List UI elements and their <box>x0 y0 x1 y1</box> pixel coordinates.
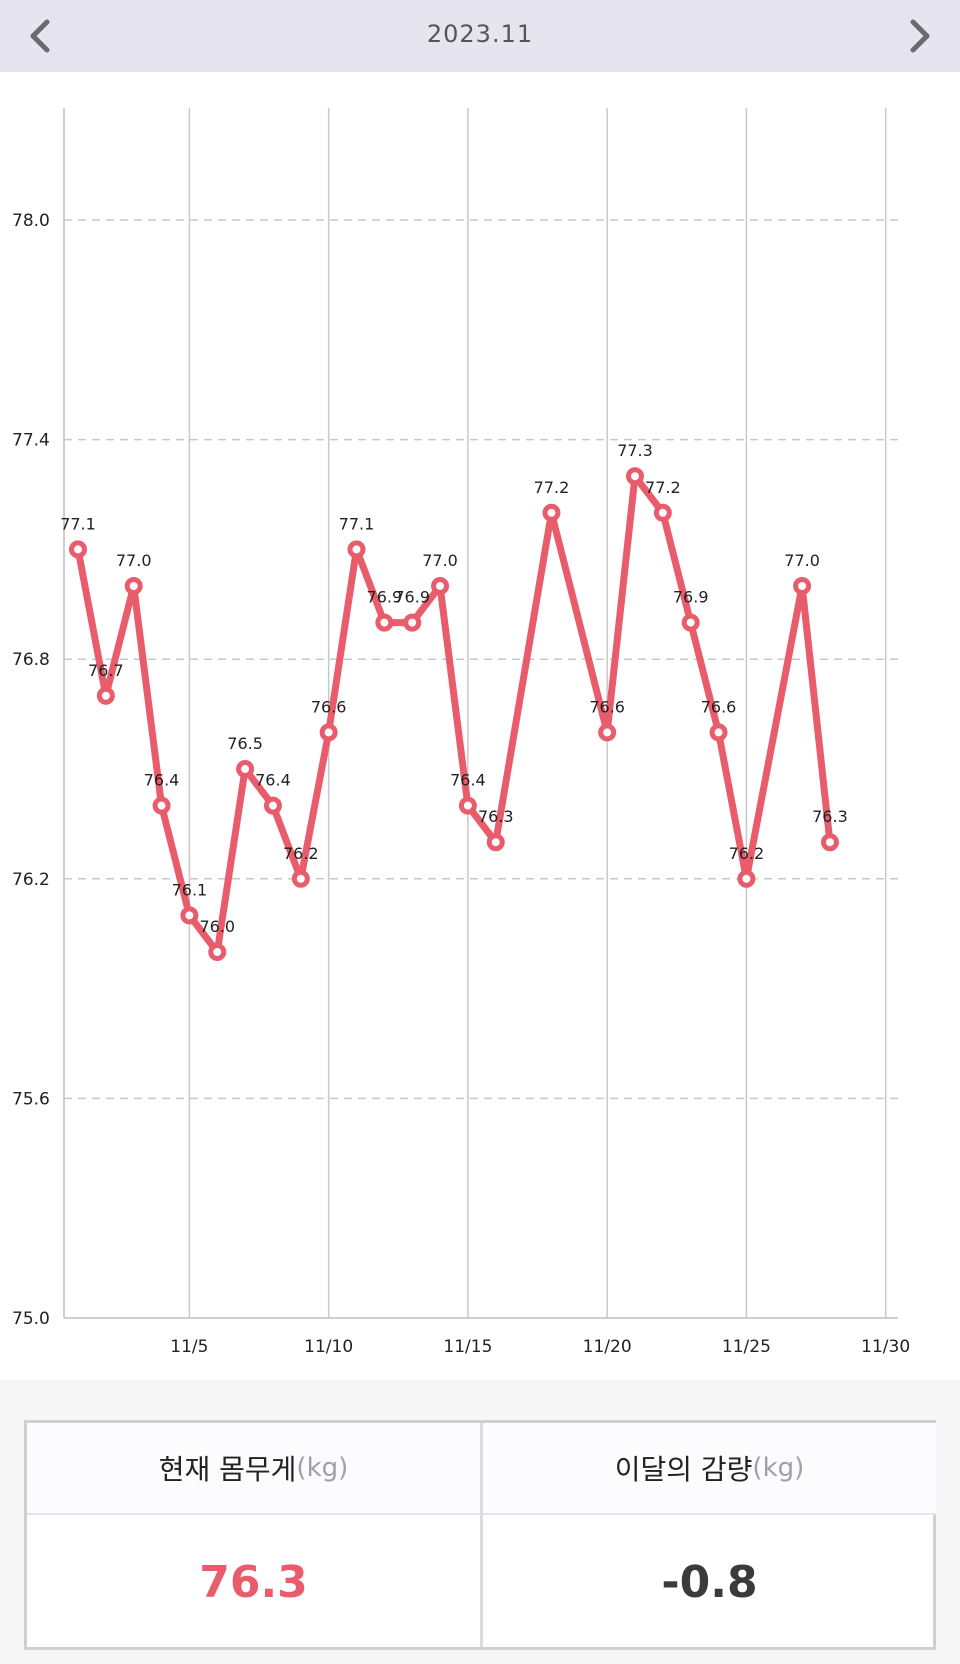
y-tick-label: 76.2 <box>12 870 50 890</box>
y-tick-label: 75.0 <box>12 1309 50 1329</box>
data-label: 77.0 <box>784 551 820 570</box>
data-label: 76.9 <box>394 588 430 607</box>
data-label: 77.2 <box>534 478 570 497</box>
data-label: 77.1 <box>339 514 375 533</box>
data-label: 76.1 <box>172 880 208 899</box>
monthly-change-unit: (kg) <box>752 1453 805 1483</box>
data-point <box>319 723 338 742</box>
x-tick-label: 11/10 <box>304 1337 353 1357</box>
current-weight-column: 현재 몸무게 (kg) 76.3 <box>27 1423 483 1647</box>
x-tick-label: 11/30 <box>861 1337 910 1357</box>
month-title: 2023.11 <box>426 20 534 48</box>
current-weight-value: 76.3 <box>199 1556 308 1608</box>
y-tick-label: 75.6 <box>12 1089 50 1109</box>
monthly-change-header: 이달의 감량 (kg) <box>483 1423 936 1515</box>
data-label: 77.0 <box>422 551 458 570</box>
data-label: 76.9 <box>673 588 709 607</box>
x-tick-label: 11/20 <box>583 1337 632 1357</box>
data-label: 77.0 <box>116 551 152 570</box>
summary-table: 현재 몸무게 (kg) 76.3 이달의 감량 (kg) -0.8 <box>24 1420 936 1650</box>
data-point <box>598 723 617 742</box>
data-point <box>458 796 477 815</box>
summary-section: 현재 몸무게 (kg) 76.3 이달의 감량 (kg) -0.8 <box>0 1380 960 1664</box>
y-tick-label: 78.0 <box>12 211 50 231</box>
current-weight-header: 현재 몸무게 (kg) <box>27 1423 480 1515</box>
data-point <box>152 796 171 815</box>
data-point <box>291 869 310 888</box>
data-label: 76.9 <box>367 588 403 607</box>
data-point <box>375 613 394 632</box>
data-point <box>124 577 143 595</box>
data-label: 76.3 <box>478 807 514 826</box>
weight-line-chart: 75.0 75.6 76.2 76.8 77.4 78.0 11/5 11/10 11/15 11… <box>12 108 910 1357</box>
data-label: 76.4 <box>255 771 291 790</box>
monthly-change-column: 이달의 감량 (kg) -0.8 <box>483 1423 936 1647</box>
current-weight-label: 현재 몸무게 <box>158 1453 297 1486</box>
data-label: 76.4 <box>144 771 180 790</box>
data-label: 76.3 <box>812 807 848 826</box>
data-label: 76.2 <box>729 844 765 863</box>
next-month-button[interactable] <box>890 10 950 62</box>
x-tick-label: 11/25 <box>722 1337 771 1357</box>
data-point <box>486 833 505 852</box>
data-label: 77.1 <box>60 514 96 533</box>
data-point <box>236 760 255 778</box>
data-label: 77.2 <box>645 478 681 497</box>
data-point <box>737 869 756 888</box>
data-label: 76.4 <box>450 771 486 790</box>
data-label: 76.6 <box>589 697 625 716</box>
data-label: 76.0 <box>199 917 235 936</box>
data-point <box>709 723 728 742</box>
data-point <box>820 833 839 852</box>
data-point <box>347 540 366 559</box>
data-point <box>69 540 87 559</box>
data-label: 76.2 <box>283 844 319 863</box>
prev-month-button[interactable] <box>10 10 70 62</box>
monthly-change-label: 이달의 감량 <box>614 1453 753 1486</box>
data-point <box>263 796 282 815</box>
current-weight-unit: (kg) <box>296 1453 349 1483</box>
data-point <box>626 467 644 486</box>
data-point <box>681 613 700 632</box>
data-point <box>96 686 115 705</box>
data-point <box>208 943 227 961</box>
data-point <box>542 503 561 522</box>
month-header: 2023.11 <box>0 0 960 72</box>
data-label: 77.3 <box>617 441 653 460</box>
chevron-left-icon <box>30 19 50 53</box>
data-point <box>653 503 672 522</box>
data-point <box>403 613 422 632</box>
x-tick-label: 11/5 <box>170 1337 208 1357</box>
data-point <box>431 577 450 595</box>
data-label: 76.6 <box>701 697 737 716</box>
monthly-change-value: -0.8 <box>661 1556 758 1608</box>
data-point <box>793 577 812 595</box>
data-point <box>180 906 199 925</box>
x-tick-label: 11/15 <box>443 1337 492 1357</box>
data-label: 76.7 <box>88 661 124 680</box>
y-tick-label: 77.4 <box>12 431 50 451</box>
data-label: 76.6 <box>311 697 347 716</box>
chevron-right-icon <box>910 19 930 53</box>
y-tick-label: 76.8 <box>12 650 50 670</box>
data-label: 76.5 <box>227 734 263 753</box>
